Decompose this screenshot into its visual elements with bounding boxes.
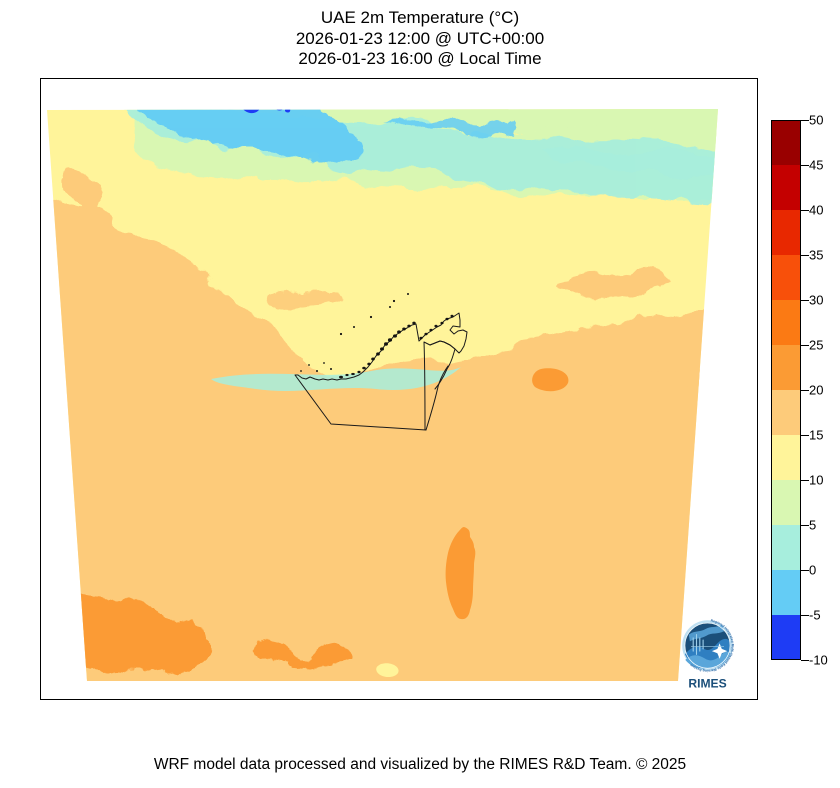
- svg-text:RIMES: RIMES: [688, 676, 726, 690]
